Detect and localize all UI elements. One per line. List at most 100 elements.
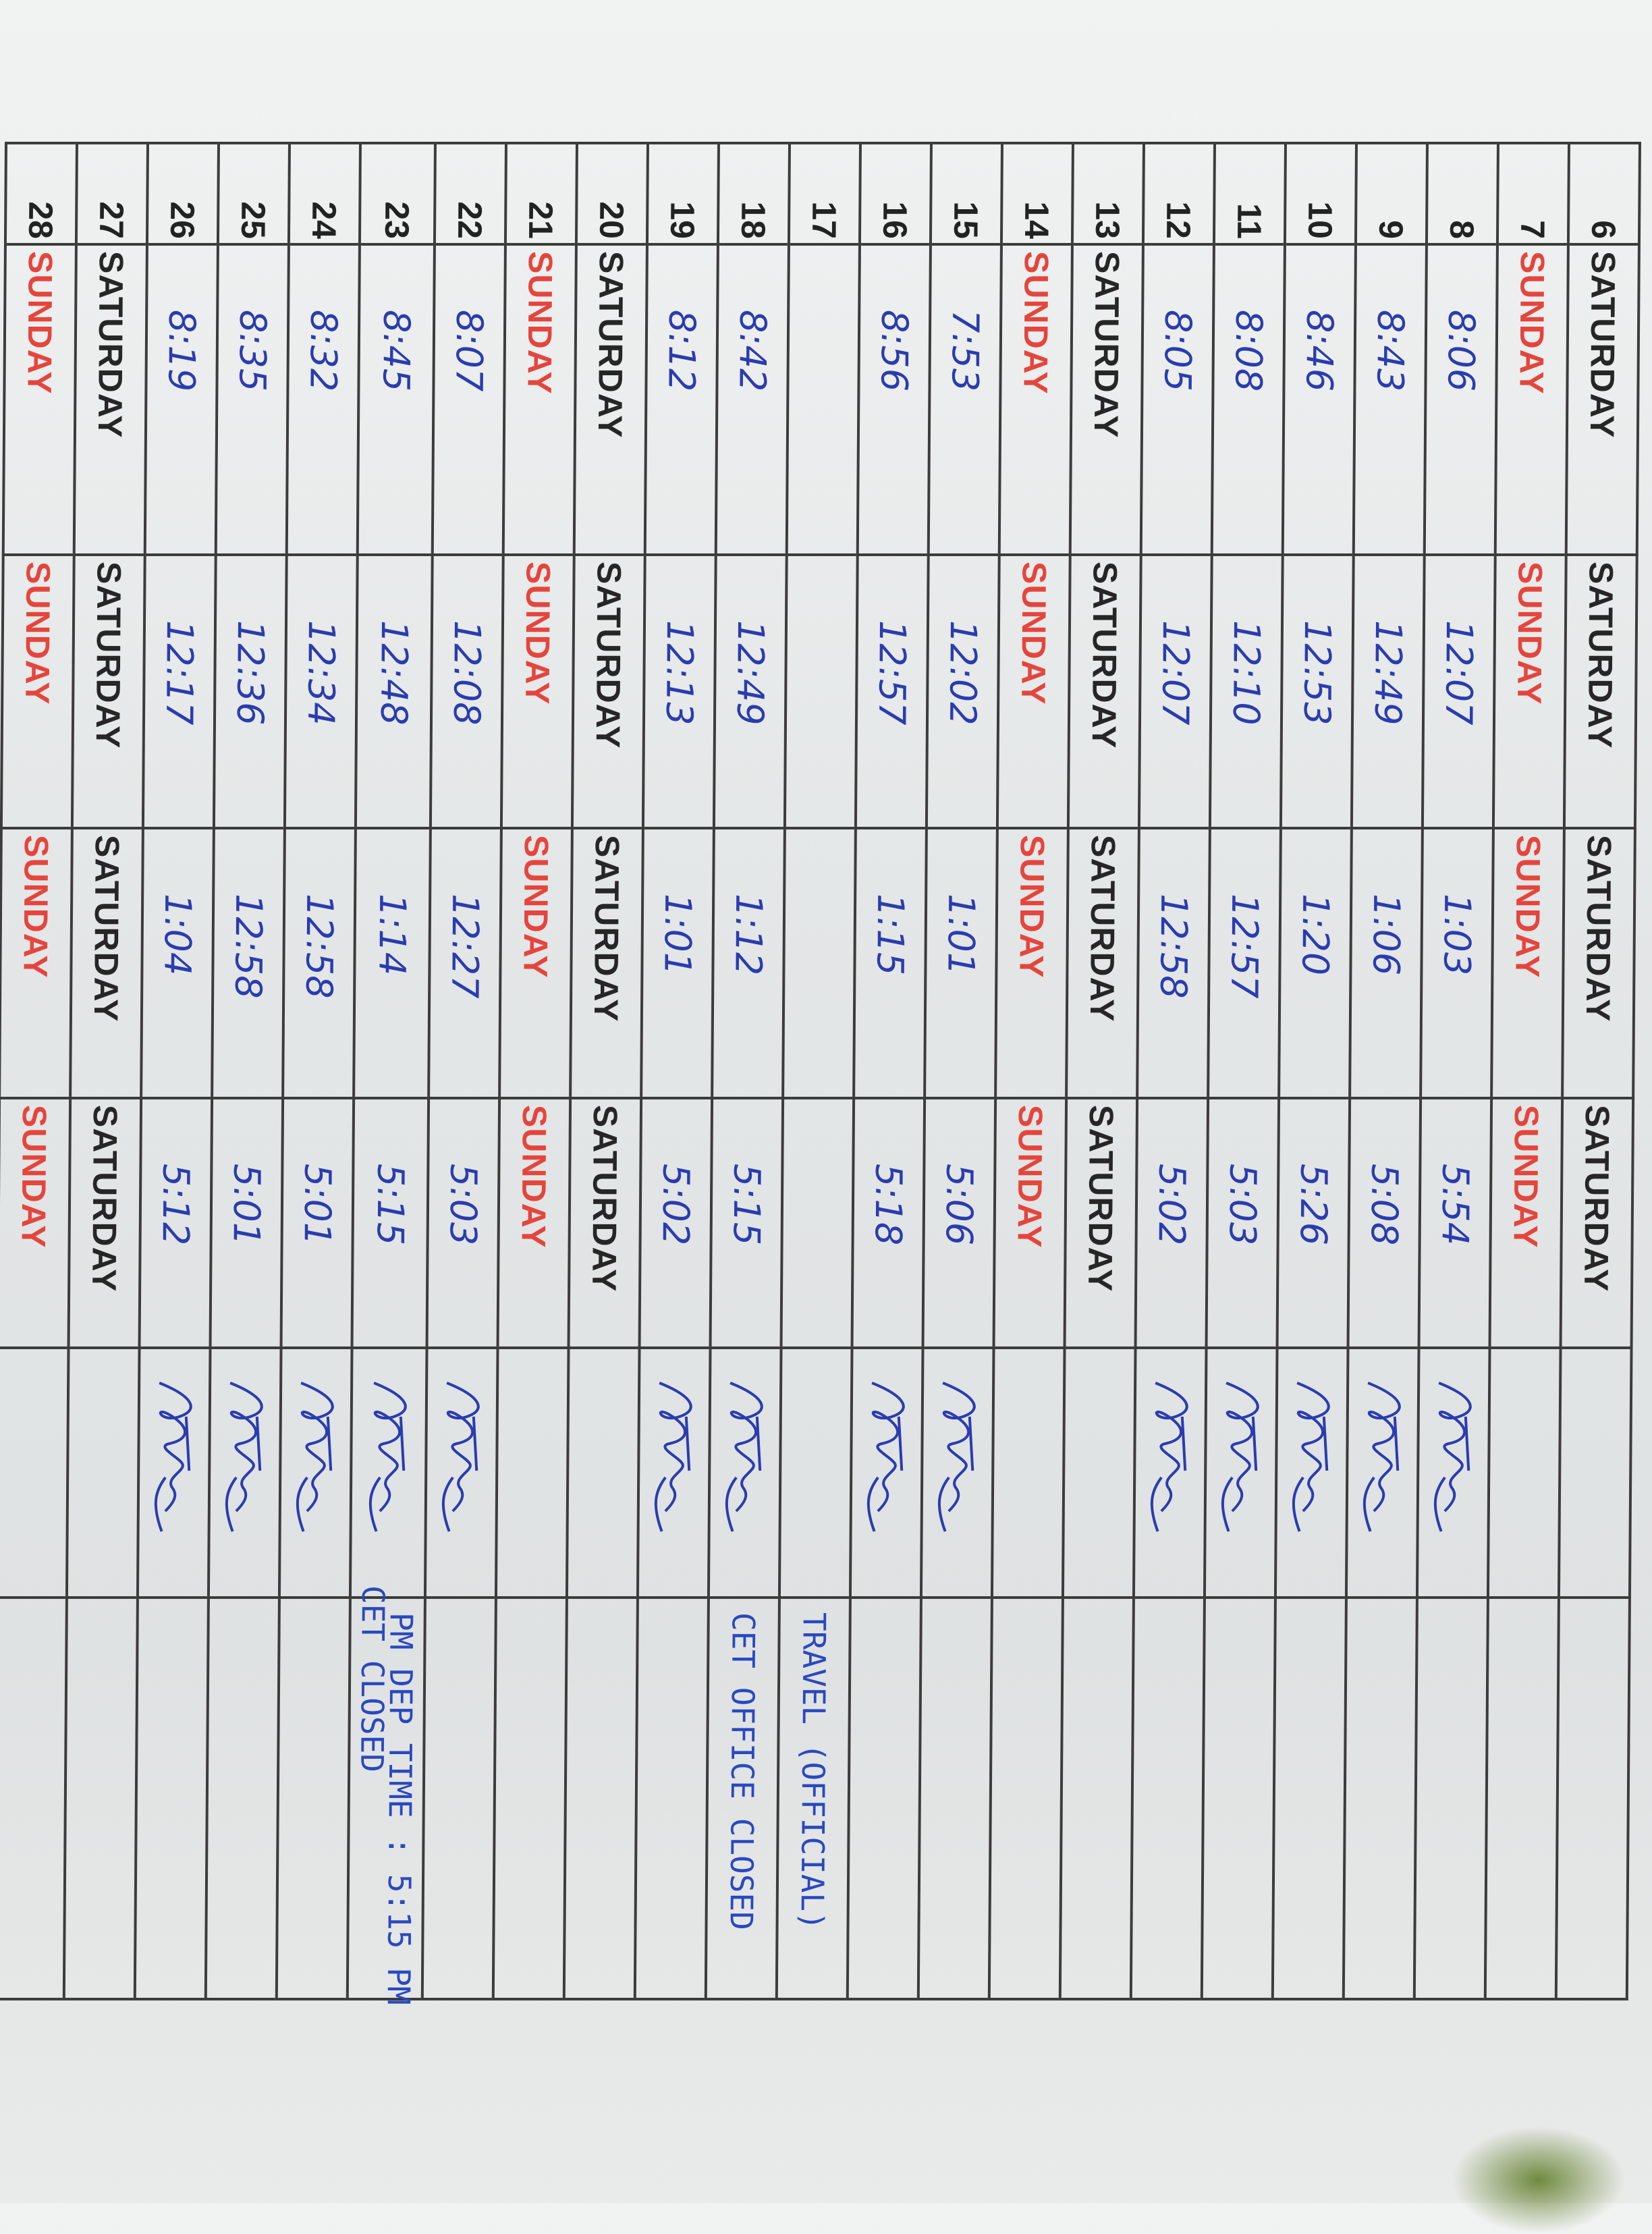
weekday-label: SATURDAY [1560,1098,1634,1348]
table-row-day-26: 26 8:19 12:17 1:04 5:12 [134,143,219,1999]
table-row-day-28: 28 SUNDAY SUNDAY SUNDAY SUNDAY [0,143,77,1999]
weekday-label: SATURDAY [1564,555,1637,828]
am-in-time: 7:53 [928,244,1001,555]
remarks-cell [1201,1598,1275,1999]
remarks-cell [205,1598,279,1999]
weekday-label: SUNDAY [999,244,1072,555]
weekday-label: SATURDAY [1066,828,1139,1098]
am-in-time: 8:08 [1211,244,1285,555]
pm-in-time: 1:14 [354,828,431,1098]
pm-in-time [783,828,856,1098]
pm-out-time: 5:01 [210,1098,283,1348]
signature-cell [1275,1348,1348,1598]
day-number: 18 [717,143,790,244]
signature-mark [654,1382,692,1532]
signature-cell [424,1348,498,1598]
weekday-label: SATURDAY [74,244,147,555]
table-row-day-8: 8 8:06 12:07 1:03 5:54 [1414,143,1498,1999]
pm-in-time: 1:04 [141,828,214,1098]
pm-out-time: 5:02 [639,1098,713,1348]
weekday-label: SUNDAY [1495,244,1568,555]
day-number: 7 [1497,143,1569,244]
signature-mark [1292,1382,1330,1532]
day-number: 26 [146,143,219,244]
pm-out-time: 5:18 [852,1098,925,1348]
pm-in-time: 1:12 [712,828,785,1098]
day-number: 16 [859,143,931,244]
signature-cell [1558,1348,1632,1598]
signature-mark [368,1382,407,1532]
remarks-cell [847,1598,921,1999]
am-out-time [784,555,858,828]
signature-cell [0,1348,69,1598]
day-number: 19 [646,143,719,244]
pm-out-time [781,1098,854,1348]
table-row-day-17: 17 TRAVEL (OFFICIAL) [776,143,860,1999]
weekday-label: SUNDAY [499,828,572,1098]
day-number: 27 [76,143,148,244]
day-number: 10 [1284,143,1356,244]
weekday-label: SUNDAY [1493,555,1566,828]
am-in-time: 8:56 [857,244,931,555]
weekday-label: SUNDAY [0,1098,71,1348]
remarks-text: TRAVEL (OFFICIAL) [794,1612,833,1930]
day-number: 15 [930,143,1002,244]
pm-out-time: 5:15 [710,1098,783,1348]
remarks-cell [1343,1598,1417,1999]
signature-mark [1150,1382,1188,1532]
remarks-cell [1272,1598,1346,1999]
signature-mark [154,1382,192,1532]
weekday-label: SUNDAY [1491,828,1564,1098]
day-number: 20 [576,143,648,244]
weekday-label: SATURDAY [72,555,145,828]
pm-out-time: 5:15 [352,1098,429,1348]
am-in-time: 8:19 [144,244,218,555]
day-number: 21 [505,143,577,244]
day-number: 28 [5,143,77,244]
pm-in-time: 12:57 [1208,828,1281,1098]
pm-in-time: 1:03 [1421,828,1493,1098]
weekday-label: SATURDAY [1070,244,1143,555]
day-number: 22 [434,143,506,244]
pm-in-time: 12:58 [1137,828,1210,1098]
signature-cell [637,1348,711,1598]
remarks-cell: CET OFFICE CLOSED [705,1598,779,1999]
signature-mark [1362,1382,1401,1532]
weekday-label: SUNDAY [497,1098,571,1348]
am-out-time: 12:53 [1280,555,1354,828]
table-row-day-6: 6 SATURDAY SATURDAY SATURDAY SATURDAY [1555,143,1640,1999]
day-number: 25 [217,143,290,244]
remarks-cell: TRAVEL (OFFICIAL) [776,1598,850,1999]
pm-out-time: 5:08 [1348,1098,1421,1348]
am-out-time: 12:36 [213,555,287,828]
attendance-sheet: 6 SATURDAY SATURDAY SATURDAY SATURDAY 7 SUNDAY… [0,142,1641,2005]
am-in-time: 8:07 [432,244,505,555]
am-in-time: 8:42 [715,244,789,555]
day-number: 17 [788,143,860,244]
am-out-time: 12:57 [855,555,929,828]
weekday-label: SATURDAY [574,244,647,555]
weekday-label: SUNDAY [997,555,1070,828]
table-row-day-23: 23 8:45 12:48 1:14 5:15 PM DEP TIME : 5:15 PM… [347,143,435,2005]
pm-in-time: 1:06 [1350,828,1423,1098]
signature-cell [66,1348,140,1598]
pm-out-time: 5:03 [1206,1098,1279,1348]
weekday-label: SUNDAY [993,1098,1067,1348]
am-in-time: 8:06 [1424,244,1497,555]
pm-out-time: 5:01 [281,1098,354,1348]
signature-cell [850,1348,923,1598]
pm-in-time: 12:27 [429,828,501,1098]
pm-out-time: 5:54 [1419,1098,1492,1348]
signature-mark [866,1382,905,1532]
remarks-cell [634,1598,709,1999]
am-out-time: 12:49 [1351,555,1425,828]
pm-out-time: 5:12 [139,1098,213,1348]
pm-in-time: 1:20 [1279,828,1352,1098]
table-row-day-11: 11 8:08 12:10 12:57 5:03 [1201,143,1286,1999]
signature-cell [920,1348,994,1598]
weekday-label: SATURDAY [1068,555,1141,828]
remarks-cell [563,1598,638,1999]
remarks-cell [63,1598,138,1999]
signature-cell [566,1348,640,1598]
pm-in-time: 1:01 [641,828,714,1098]
